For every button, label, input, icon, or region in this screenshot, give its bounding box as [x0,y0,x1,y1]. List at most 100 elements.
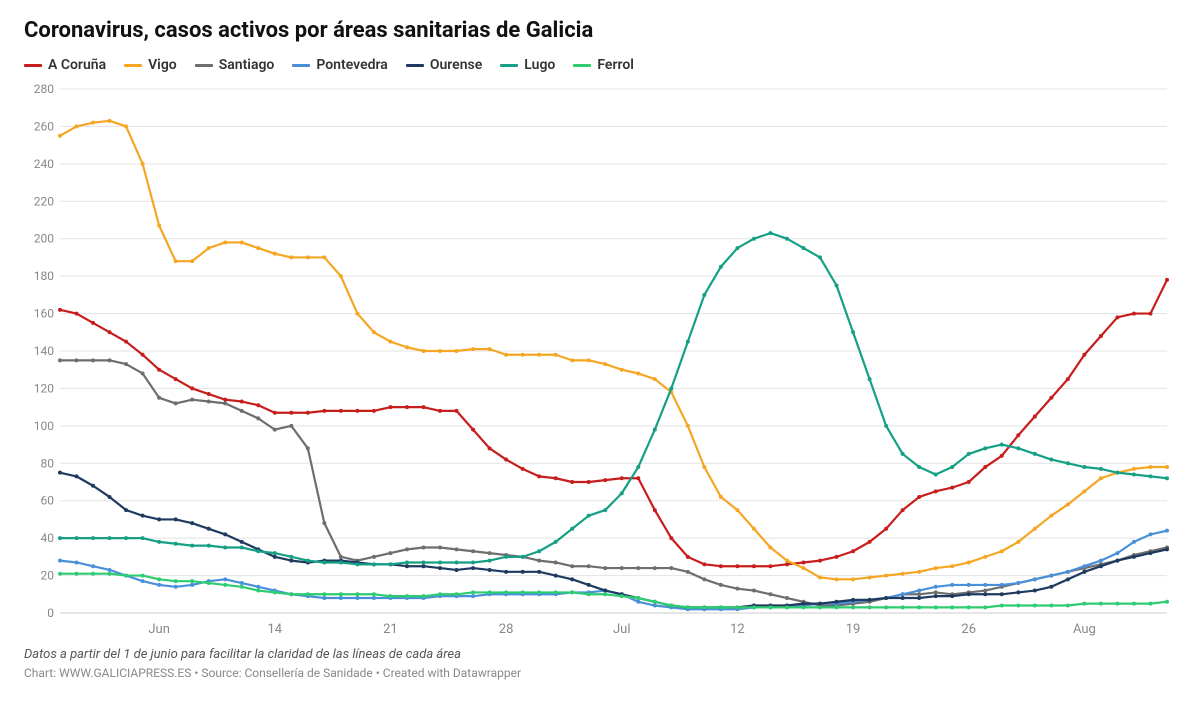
series-marker [521,555,525,559]
series-marker [240,540,244,544]
series-marker [471,428,475,432]
series-marker [355,409,359,413]
series-marker [306,592,310,596]
series-marker [719,605,723,609]
series-marker [669,604,673,608]
series-marker [455,349,459,353]
series-marker [752,564,756,568]
series-marker [306,411,310,415]
series-marker [124,124,128,128]
series-marker [438,349,442,353]
series-marker [554,540,558,544]
series-marker [719,583,723,587]
series-marker [835,284,839,288]
series-marker [322,255,326,259]
series-marker [983,592,987,596]
series-marker [190,583,194,587]
series-marker [669,566,673,570]
series-marker [702,605,706,609]
series-marker [868,598,872,602]
series-marker [471,560,475,564]
series-marker [174,517,178,521]
series-marker [1033,604,1037,608]
series-marker [983,555,987,559]
svg-text:220: 220 [34,194,54,208]
series-marker [554,590,558,594]
series-marker [421,546,425,550]
series-marker [1082,570,1086,574]
series-marker [1115,559,1119,563]
series-marker [686,555,690,559]
series-marker [901,572,905,576]
series-marker [471,549,475,553]
series-marker [157,396,161,400]
series-marker [488,446,492,450]
series-marker [636,566,640,570]
series-marker [967,560,971,564]
series-marker [719,265,723,269]
series-marker [768,564,772,568]
series-marker [1000,592,1004,596]
series-marker [768,592,772,596]
series-marker [190,544,194,548]
series-marker [934,566,938,570]
series-marker [108,330,112,334]
svg-text:26: 26 [961,622,976,637]
series-marker [91,121,95,125]
svg-text:21: 21 [383,622,398,637]
series-marker [835,577,839,581]
series-marker [438,560,442,564]
series-marker [124,536,128,540]
series-marker [653,566,657,570]
legend-label: Ferrol [597,57,634,73]
series-marker [273,551,277,555]
legend-item-ferrol: Ferrol [573,57,634,73]
series-marker [339,555,343,559]
series-marker [91,564,95,568]
series-marker [471,347,475,351]
series-marker [1000,454,1004,458]
svg-text:Aug: Aug [1073,622,1096,637]
series-marker [967,592,971,596]
series-marker [322,596,326,600]
series-marker [1049,585,1053,589]
series-marker [1115,471,1119,475]
series-marker [91,572,95,576]
series-marker [141,353,145,357]
series-line [60,280,1167,566]
series-marker [174,377,178,381]
series-marker [587,480,591,484]
series-marker [157,583,161,587]
series-marker [1148,474,1152,478]
series-marker [240,400,244,404]
legend-item-acoruna: A Coruña [24,57,106,73]
series-marker [917,495,921,499]
series-marker [554,574,558,578]
series-marker [702,465,706,469]
series-marker [438,592,442,596]
series-marker [223,240,227,244]
svg-text:260: 260 [34,119,54,133]
series-marker [1033,527,1037,531]
series-marker [587,592,591,596]
series-marker [735,587,739,591]
series-marker [1033,452,1037,456]
series-marker [355,592,359,596]
series-marker [372,562,376,566]
series-marker [455,560,459,564]
series-marker [1016,590,1020,594]
series-marker [174,585,178,589]
series-marker [768,546,772,550]
series-marker [901,592,905,596]
series-marker [75,560,79,564]
series-marker [570,480,574,484]
series-marker [934,585,938,589]
series-marker [256,403,260,407]
series-marker [58,308,62,312]
series-marker [1132,467,1136,471]
legend-label: Lugo [524,57,555,73]
series-marker [702,293,706,297]
series-marker [537,549,541,553]
series-marker [1066,461,1070,465]
series-marker [802,246,806,250]
